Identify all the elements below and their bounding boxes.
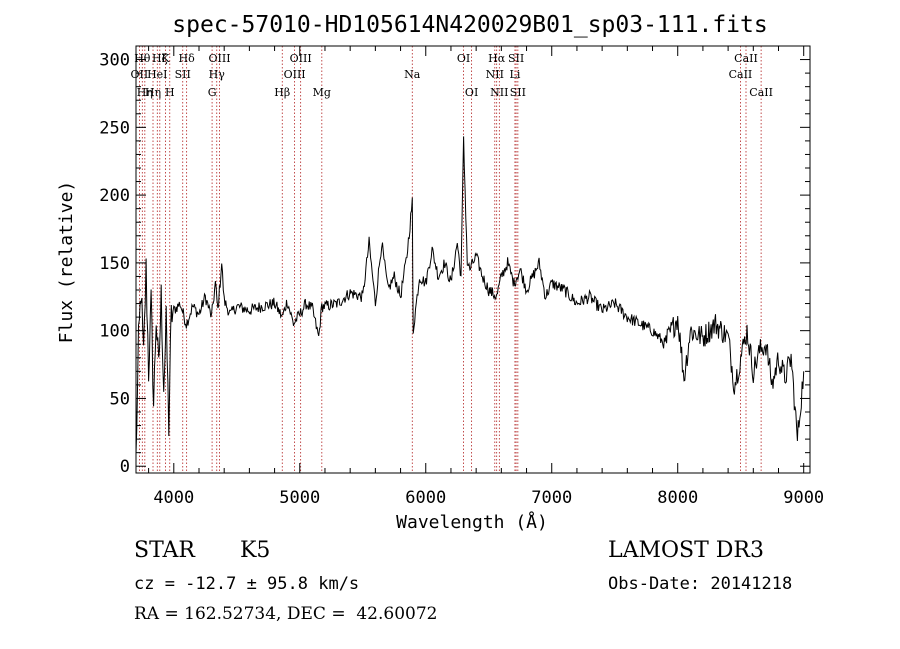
x-axis-ticks: 4000 5000 6000 7000 8000 9000: [148, 46, 824, 508]
y-axis-label: Flux (relative): [56, 181, 77, 344]
line-label-15: OIII: [290, 52, 312, 65]
observation-date: Obs-Date: 20141218: [608, 574, 793, 594]
line-label-9: Hδ: [179, 52, 196, 65]
y-tick-label: 50: [110, 389, 130, 409]
line-label-13: Hβ: [274, 86, 290, 99]
y-tick-label: 0: [120, 457, 130, 477]
sky-coordinates: RA = 162.52734, DEC = 42.60072: [134, 604, 438, 624]
x-tick-label: 5000: [279, 488, 320, 508]
line-label-14: OIII: [284, 68, 306, 81]
spectral-subclass: K5: [240, 538, 271, 563]
line-label-27: CaII: [734, 52, 758, 65]
emission-line-markers: [139, 46, 762, 473]
y-axis-ticks: 0 50 100 150 200 250 300: [99, 51, 810, 477]
line-label-4: HeI: [147, 68, 167, 81]
line-label-2: Hη: [137, 86, 153, 99]
y-tick-label: 150: [99, 254, 130, 274]
line-label-11: Hγ: [209, 68, 226, 81]
line-label-19: OI: [465, 86, 478, 99]
emission-line-labels: OIIHθHηHηHeIHζKHSIIHδGHγOIIIHβOIIIOIIIMg…: [131, 52, 773, 99]
line-label-28: CaII: [749, 86, 773, 99]
y-tick-label: 200: [99, 186, 130, 206]
plot-frame: [135, 45, 811, 474]
line-label-0: OII: [131, 68, 149, 81]
y-tick-label: 100: [99, 322, 130, 342]
x-axis-label: Wavelength (Å): [396, 511, 548, 533]
object-class: STAR: [134, 538, 195, 563]
line-label-20: NII: [486, 68, 504, 81]
y-tick-label: 250: [99, 118, 130, 138]
line-label-3: Hη: [145, 86, 161, 99]
line-label-24: SII: [508, 52, 524, 65]
redshift-readout: cz = -12.7 ± 95.8 km/s: [134, 574, 360, 594]
x-tick-label: 9000: [783, 488, 824, 508]
survey-name: LAMOST DR3: [608, 538, 764, 563]
line-label-12: OIII: [208, 52, 230, 65]
x-tick-label: 4000: [153, 488, 194, 508]
x-tick-label: 7000: [531, 488, 572, 508]
chart-title: spec-57010-HD105614N420029B01_sp03-111.f…: [172, 12, 767, 38]
line-label-10: G: [208, 86, 217, 99]
line-label-26: CaII: [729, 68, 753, 81]
line-label-23: Li: [510, 68, 521, 81]
line-label-1: Hθ: [134, 52, 151, 65]
line-label-22: NII: [490, 86, 508, 99]
x-tick-label: 6000: [405, 488, 446, 508]
flux-series-line: [135, 136, 805, 454]
line-label-25: SII: [510, 86, 526, 99]
line-label-21: Hα: [488, 52, 506, 65]
line-label-6: K: [161, 52, 170, 65]
line-label-17: Na: [404, 68, 421, 81]
x-tick-label: 8000: [657, 488, 698, 508]
line-label-8: SII: [175, 68, 191, 81]
y-tick-label: 300: [99, 51, 130, 71]
line-label-7: H: [165, 86, 175, 99]
line-label-5: Hζ: [152, 52, 168, 65]
line-label-16: Mg: [313, 86, 331, 99]
line-label-18: OI: [457, 52, 470, 65]
